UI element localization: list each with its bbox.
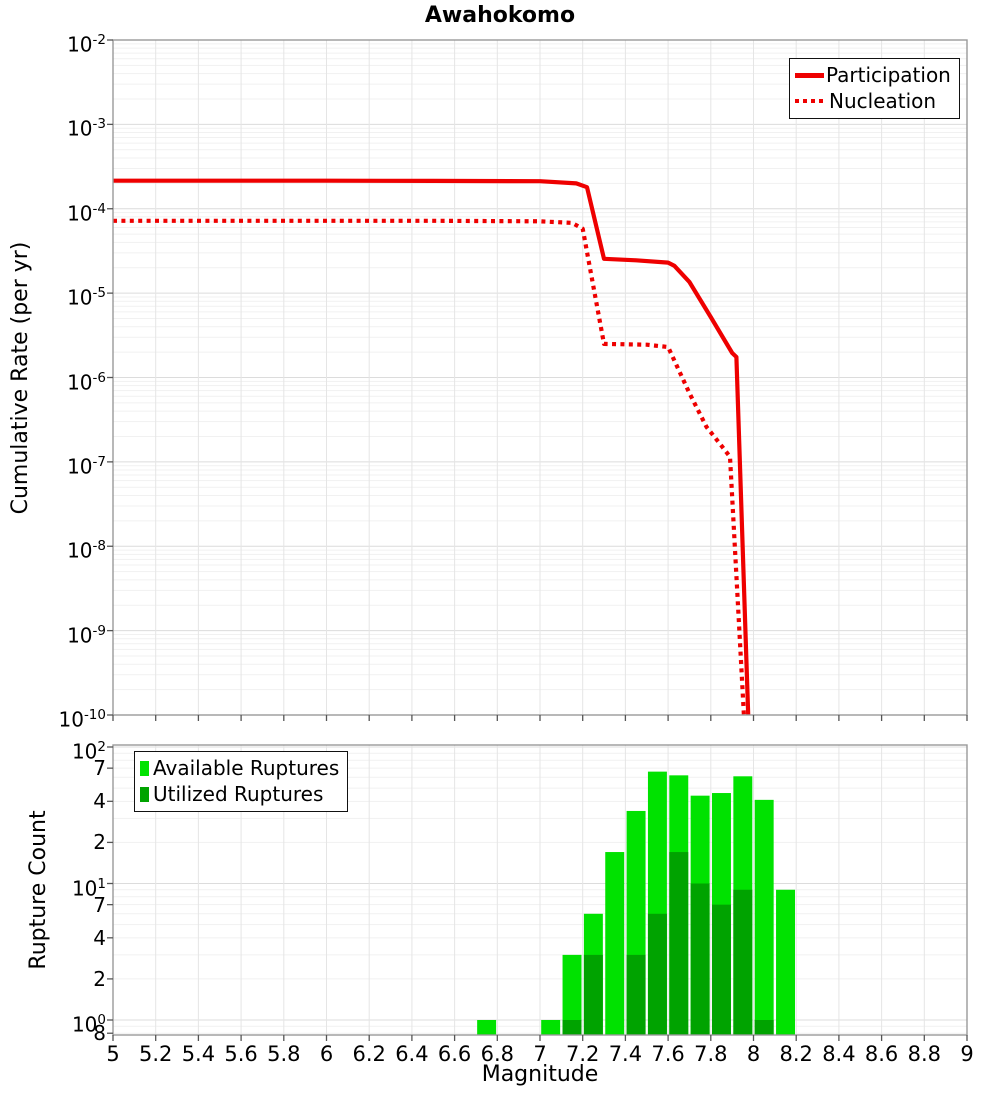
utilized-ruptures-bar	[583, 954, 603, 1035]
rupture-legend: Available Ruptures Utilized Ruptures	[134, 751, 349, 812]
legend-item-available-ruptures: Available Ruptures	[140, 755, 339, 781]
solid-line-swatch	[795, 72, 824, 78]
utilized-ruptures-bar	[733, 889, 753, 1035]
legend-label-available-ruptures: Available Ruptures	[153, 756, 340, 780]
legend-label-nucleation: Nucleation	[829, 89, 937, 113]
available-ruptures-bar	[477, 1020, 497, 1035]
legend-label-participation: Participation	[826, 63, 951, 87]
utilized-ruptures-bar	[562, 1020, 582, 1035]
legend-label-utilized-ruptures: Utilized Ruptures	[153, 782, 324, 806]
chart-title: Awahokomo	[424, 3, 576, 28]
legend-item-utilized-ruptures: Utilized Ruptures	[140, 781, 339, 807]
y-axis-title-rupture-count: Rupture Count	[26, 810, 51, 970]
utilized-ruptures-bar	[647, 913, 667, 1035]
available-ruptures-bar	[562, 954, 582, 1035]
available-ruptures-bar	[776, 889, 795, 1035]
participation-curve	[113, 178, 751, 716]
utilized-ruptures-bar	[626, 954, 646, 1035]
x-axis-title-magnitude: Magnitude	[481, 1062, 599, 1087]
available-ruptures-bar	[754, 799, 774, 1035]
utilized-ruptures-swatch	[140, 786, 149, 802]
available-ruptures-swatch	[140, 760, 149, 776]
rate-legend: Participation Nucleation	[789, 58, 960, 119]
nucleation-curve	[113, 218, 746, 716]
dotted-line-swatch	[795, 99, 824, 103]
utilized-ruptures-bar	[754, 1020, 774, 1035]
utilized-ruptures-bar	[669, 852, 689, 1035]
legend-item-participation: Participation	[795, 62, 951, 88]
utilized-ruptures-bar	[690, 883, 710, 1035]
legend-item-nucleation: Nucleation	[795, 88, 951, 114]
available-ruptures-bar	[605, 852, 625, 1035]
available-ruptures-bar	[541, 1020, 561, 1035]
utilized-ruptures-bar	[712, 904, 731, 1035]
y-axis-title-cumulative-rate: Cumulative Rate (per yr)	[8, 241, 33, 515]
